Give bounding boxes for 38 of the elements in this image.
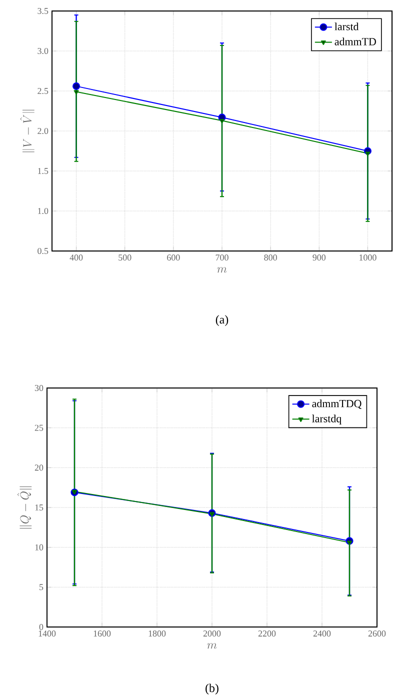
y-tick-label: 0 xyxy=(39,624,44,630)
y-tick-label: 0.5 xyxy=(38,248,48,254)
x-tick-label: 2200 xyxy=(258,630,276,637)
x-tick-label: 1800 xyxy=(148,630,166,637)
y-tick-label: 3.0 xyxy=(38,48,48,54)
x-tick-label: 900 xyxy=(312,254,326,261)
legend-label: admmTD xyxy=(334,38,376,46)
x-tick-label: 2000 xyxy=(203,630,221,637)
text: (a) xyxy=(216,315,228,326)
y-tick-label: 2.5 xyxy=(38,88,48,94)
y-tick-label: 1.5 xyxy=(38,168,48,174)
x-axis-title: $m$ xyxy=(217,267,227,273)
y-tick-label: 1.0 xyxy=(38,208,48,214)
text: (b) xyxy=(206,684,218,695)
y-tick-label: 20 xyxy=(34,464,44,471)
x-tick-label: 1600 xyxy=(94,630,111,637)
x-tick-label: 2600 xyxy=(368,630,386,637)
x-tick-label: 1000 xyxy=(360,254,376,261)
y-tick-label: 30 xyxy=(34,384,44,392)
legend-label: larstdq xyxy=(312,414,342,425)
y-tick-label: 5 xyxy=(40,584,44,590)
x-tick-label: 2400 xyxy=(313,630,331,637)
x-tick-label: 1400 xyxy=(38,630,56,637)
legend-label: admmTDQ xyxy=(312,400,362,409)
x-tick-label: 800 xyxy=(264,254,277,261)
y-axis-title: $\|Q-\hat{Q}\|$ xyxy=(17,486,32,528)
y-tick-label: 2.0 xyxy=(38,128,48,134)
y-axis-title: $\|V-\hat{V}\|$ xyxy=(20,110,34,152)
y-tick-label: 10 xyxy=(35,544,44,550)
x-axis-title: $m$ xyxy=(207,643,217,649)
x-tick-label: 400 xyxy=(70,254,83,261)
y-tick-label: 15 xyxy=(35,504,44,511)
legend-label: larstd xyxy=(334,22,359,30)
x-tick-label: 700 xyxy=(216,254,228,261)
y-tick-label: 25 xyxy=(34,424,44,431)
x-tick-label: 600 xyxy=(167,254,180,261)
y-tick-label: 3.5 xyxy=(38,8,48,14)
x-tick-label: 500 xyxy=(118,254,132,261)
